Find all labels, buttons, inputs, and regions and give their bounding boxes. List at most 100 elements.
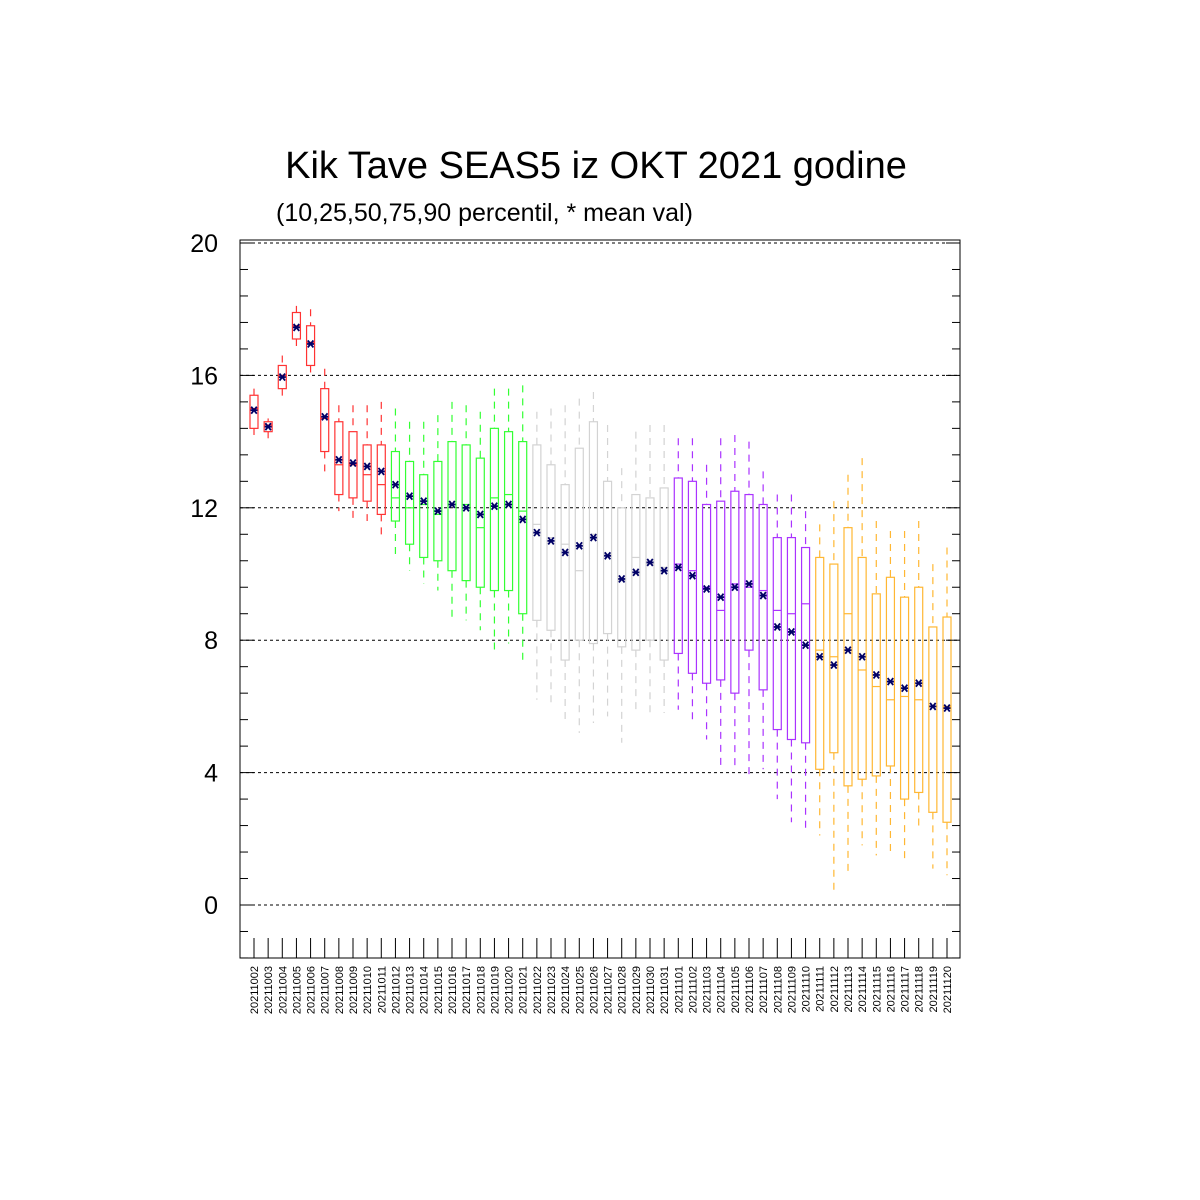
x-tick-label: 20211027 xyxy=(603,966,615,1014)
mean-marker xyxy=(519,515,527,524)
mean-marker xyxy=(901,684,909,693)
mean-marker xyxy=(377,467,385,476)
mean-marker xyxy=(604,551,612,560)
x-tick-label: 20211018 xyxy=(475,966,487,1014)
box-iqr xyxy=(928,626,938,813)
x-tick-label: 20211024 xyxy=(560,966,572,1014)
box-iqr xyxy=(701,503,712,684)
x-tick-label: 20211012 xyxy=(390,966,402,1014)
box-iqr xyxy=(419,474,429,559)
box-plot xyxy=(263,418,273,439)
box-iqr xyxy=(716,500,726,681)
x-tick-label: 20211115 xyxy=(871,966,883,1013)
mean-markers xyxy=(250,323,951,713)
mean-marker xyxy=(307,339,315,349)
mean-marker xyxy=(915,679,923,688)
box-iqr xyxy=(503,431,514,592)
box-iqr xyxy=(673,477,683,655)
box-plot xyxy=(291,305,302,349)
box-plot xyxy=(645,425,655,714)
mean-marker xyxy=(844,646,852,655)
box-iqr xyxy=(574,447,584,641)
x-tick-label: 20211015 xyxy=(433,966,445,1014)
mean-marker xyxy=(943,703,951,713)
mean-marker xyxy=(674,563,682,572)
mean-marker xyxy=(589,533,597,542)
box-iqr xyxy=(362,444,372,502)
x-tick-label: 20211120 xyxy=(942,966,954,1013)
box-iqr xyxy=(942,616,952,823)
box-iqr xyxy=(857,556,867,780)
x-tick-label: 20211119 xyxy=(928,966,940,1013)
box-plot xyxy=(532,411,542,700)
x-tick-label: 20211011 xyxy=(376,966,388,1013)
box-plot xyxy=(815,524,825,836)
mean-marker xyxy=(547,536,555,545)
box-plot xyxy=(885,530,896,853)
y-tick-label: 4 xyxy=(204,760,218,788)
box-iqr xyxy=(645,497,655,641)
x-tick-label: 20211017 xyxy=(461,966,473,1014)
x-tick-label: 20211004 xyxy=(277,966,289,1014)
x-tick-label: 20211009 xyxy=(348,966,360,1014)
mean-marker xyxy=(349,459,357,468)
x-tick-label: 20211101 xyxy=(673,966,685,1013)
box-plot xyxy=(857,458,867,846)
mean-marker xyxy=(717,593,725,602)
x-tick-label: 20211013 xyxy=(405,966,417,1014)
box-plot xyxy=(942,547,952,876)
box-iqr xyxy=(687,480,698,674)
box-plot xyxy=(758,471,768,770)
x-tick-label: 20211102 xyxy=(687,966,699,1013)
box-iqr xyxy=(899,596,910,800)
y-tick-label: 0 xyxy=(204,892,218,920)
mean-marker xyxy=(872,670,880,680)
x-tick-label: 20211023 xyxy=(546,966,558,1014)
box-iqr xyxy=(376,444,386,516)
box-plot xyxy=(687,438,698,720)
x-tick-label: 20211110 xyxy=(801,966,813,1013)
x-tick-label: 20211106 xyxy=(744,966,756,1013)
x-tick-label: 20211021 xyxy=(518,966,530,1014)
mean-marker xyxy=(490,502,498,511)
box-plot xyxy=(348,405,358,522)
box-iqr xyxy=(885,576,896,767)
box-plot xyxy=(475,411,485,631)
x-tick-label: 20211111 xyxy=(815,966,827,1012)
box-iqr xyxy=(772,536,782,731)
x-tick-label: 20211019 xyxy=(489,966,501,1014)
x-tick-label: 20211020 xyxy=(504,966,516,1014)
box-plot xyxy=(659,425,669,714)
box-plot xyxy=(277,355,287,399)
box-plot xyxy=(461,405,471,621)
box-plot xyxy=(489,388,500,651)
mean-marker xyxy=(929,702,937,711)
box-plot xyxy=(560,405,570,723)
chart-title: Kik Tave SEAS5 iz OKT 2021 godine xyxy=(285,145,907,187)
x-tick-label: 20211005 xyxy=(291,966,303,1014)
mean-marker xyxy=(363,462,371,471)
x-tick-label: 20211104 xyxy=(716,966,728,1013)
box-plot xyxy=(390,408,401,558)
x-tick-label: 20211109 xyxy=(786,966,798,1013)
box-iqr xyxy=(546,464,556,631)
mean-marker xyxy=(406,492,414,501)
box-plot xyxy=(701,464,712,740)
y-tick-label: 8 xyxy=(204,627,218,655)
x-tick-label: 20211116 xyxy=(885,966,897,1013)
box-plot xyxy=(786,494,797,823)
box-iqr xyxy=(249,394,259,429)
box-plot xyxy=(871,521,881,856)
mean-marker xyxy=(745,579,753,588)
x-tick-label: 20211108 xyxy=(772,966,784,1013)
mean-marker xyxy=(462,503,470,512)
x-tick-label: 20211117 xyxy=(900,966,912,1013)
x-tick-label: 20211006 xyxy=(306,966,318,1014)
y-tick-label: 20 xyxy=(190,230,218,258)
box-iqr xyxy=(390,450,401,522)
mean-marker xyxy=(632,568,640,577)
box-plot xyxy=(404,421,415,571)
mean-marker xyxy=(703,584,711,593)
x-tick-label: 20211031 xyxy=(659,966,671,1014)
